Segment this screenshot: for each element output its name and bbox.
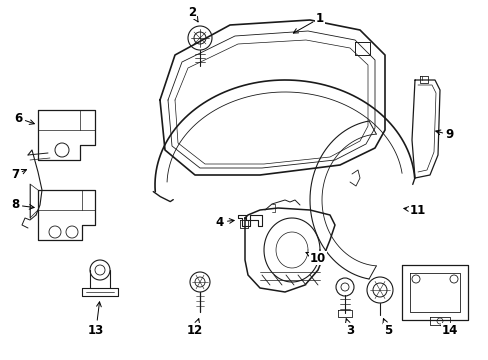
Text: 3: 3 <box>345 319 353 337</box>
Text: 6: 6 <box>14 112 34 125</box>
Text: 2: 2 <box>187 5 198 22</box>
Text: 8: 8 <box>11 198 34 211</box>
Text: 11: 11 <box>403 203 425 216</box>
Text: 4: 4 <box>215 216 234 229</box>
Text: 14: 14 <box>440 324 457 337</box>
Text: 5: 5 <box>382 319 391 337</box>
Text: 10: 10 <box>305 252 325 265</box>
Text: 13: 13 <box>88 302 104 337</box>
Text: 9: 9 <box>435 129 453 141</box>
Text: 1: 1 <box>293 12 324 33</box>
Text: 12: 12 <box>186 319 203 337</box>
Text: 7: 7 <box>11 168 26 181</box>
